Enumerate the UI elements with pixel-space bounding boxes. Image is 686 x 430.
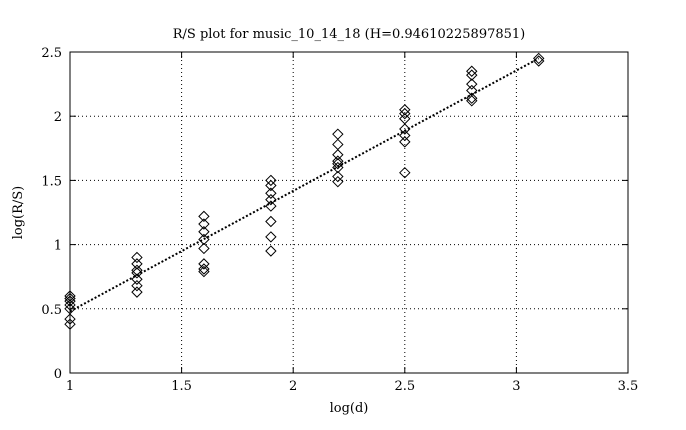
y-tick-label: 2.5 <box>41 46 62 61</box>
data-point-diamond <box>64 292 76 305</box>
data-point-diamond <box>533 55 545 67</box>
data-point-diamond <box>198 242 210 255</box>
data-point-diamond <box>265 193 277 206</box>
data-point-diamond <box>265 215 277 228</box>
data-point-diamond <box>332 158 344 170</box>
fit-line <box>69 57 540 313</box>
x-tick-label: 3.5 <box>618 379 639 394</box>
data-point-diamond <box>198 265 210 278</box>
data-point-diamond <box>198 226 210 238</box>
y-tick-label: 0.5 <box>41 303 62 318</box>
data-point-diamond <box>131 273 143 285</box>
data-point-diamond <box>198 210 210 223</box>
fit-line-layer <box>69 57 540 313</box>
y-tick-label: 0 <box>54 367 62 382</box>
data-point-diamond <box>64 313 76 325</box>
data-point-diamond <box>332 155 344 167</box>
data-point-diamond <box>265 245 277 257</box>
data-point-diamond <box>265 179 277 192</box>
data-point-diamond <box>399 166 411 179</box>
data-point-diamond <box>265 187 277 199</box>
data-point-diamond <box>466 84 478 97</box>
tick-layer: 1 1.5 2 2.5 3 3.5 0 0.5 1 1.5 2 2.5 <box>41 46 638 394</box>
data-point-diamond <box>533 52 545 65</box>
data-point-diamond <box>466 95 478 107</box>
x-tick-label: 3 <box>512 379 520 394</box>
data-point-diamond <box>332 128 344 140</box>
data-point-diamond <box>131 251 143 264</box>
plot-frame <box>69 51 629 374</box>
data-point-diamond <box>265 231 277 243</box>
y-tick-label: 1.5 <box>41 174 62 189</box>
data-point-diamond <box>332 138 344 151</box>
marker-layer <box>64 52 545 330</box>
data-point-diamond <box>466 65 478 77</box>
data-point-diamond <box>466 78 478 90</box>
data-point-diamond <box>198 263 210 275</box>
x-axis-label: log(d) <box>330 401 369 416</box>
data-point-diamond <box>332 175 344 188</box>
data-point-diamond <box>332 149 344 161</box>
y-tick-label: 2 <box>54 110 62 125</box>
data-point-diamond <box>198 218 210 230</box>
x-tick-label: 1.5 <box>171 379 192 394</box>
data-point-diamond <box>399 113 411 125</box>
data-point-diamond <box>131 267 143 279</box>
y-tick-label: 1 <box>54 239 62 254</box>
data-point-diamond <box>399 104 411 116</box>
data-point-diamond <box>64 295 76 307</box>
x-tick-label: 2 <box>289 379 297 394</box>
data-point-diamond <box>131 286 143 298</box>
data-point-diamond <box>64 290 76 302</box>
data-point-diamond <box>198 233 210 246</box>
data-point-diamond <box>131 264 143 276</box>
x-tick-label: 2.5 <box>394 379 415 394</box>
data-point-diamond <box>265 174 277 187</box>
chart-title: R/S plot for music_10_14_18 (H=0.9461022… <box>173 27 526 42</box>
data-point-diamond <box>131 279 143 292</box>
x-tick-label: 1 <box>66 379 74 394</box>
data-point-diamond <box>198 258 210 270</box>
data-point-diamond <box>399 129 411 142</box>
data-point-diamond <box>131 258 143 270</box>
data-point-diamond <box>399 123 411 135</box>
data-point-diamond <box>265 200 277 212</box>
grid-layer <box>70 52 628 373</box>
y-axis-label: log(R/S) <box>11 186 26 240</box>
data-point-diamond <box>399 136 411 148</box>
data-point-diamond <box>64 318 76 330</box>
data-point-diamond <box>466 92 478 104</box>
data-point-diamond <box>332 170 344 183</box>
